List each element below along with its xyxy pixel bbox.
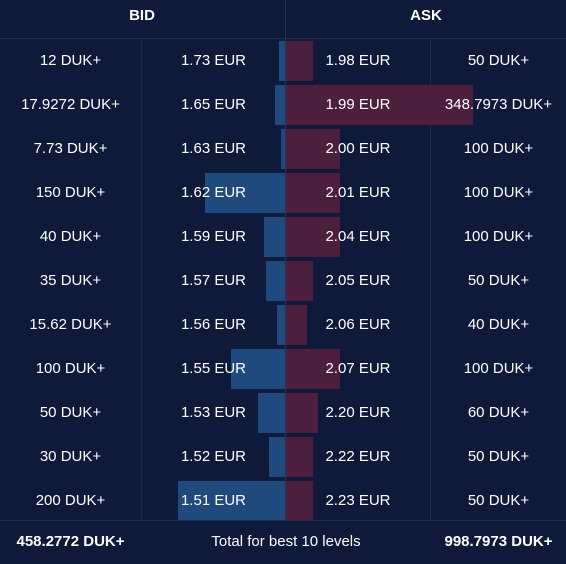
ask-amount: 100 DUK+ bbox=[463, 140, 534, 157]
ask-amount: 50 DUK+ bbox=[467, 272, 530, 289]
ask-amount: 100 DUK+ bbox=[463, 184, 534, 201]
bid-price: 1.55 EUR bbox=[180, 360, 247, 377]
bid-price: 1.53 EUR bbox=[180, 404, 247, 421]
order-row[interactable]: 12 DUK+ 1.73 EUR 1.98 EUR 50 DUK+ bbox=[0, 39, 566, 83]
ask-amount: 50 DUK+ bbox=[467, 448, 530, 465]
bid-depth-bar bbox=[277, 305, 285, 345]
bid-depth-bar bbox=[281, 129, 285, 169]
ask-depth-bar bbox=[286, 437, 313, 477]
ask-depth-bar bbox=[286, 349, 340, 389]
ask-price: 1.98 EUR bbox=[325, 52, 391, 69]
ask-amount: 348.7973 DUK+ bbox=[444, 96, 553, 113]
bid-amount: 17.9272 DUK+ bbox=[21, 96, 120, 113]
order-row[interactable]: 7.73 DUK+ 1.63 EUR 2.00 EUR 100 DUK+ bbox=[0, 127, 566, 171]
center-divider bbox=[285, 0, 286, 520]
bid-price: 1.56 EUR bbox=[180, 316, 247, 333]
ask-depth-bar bbox=[286, 173, 340, 213]
ask-depth-bar bbox=[286, 129, 340, 169]
order-row[interactable]: 200 DUK+ 1.51 EUR 2.23 EUR 50 DUK+ bbox=[0, 479, 566, 523]
bid-depth-bar bbox=[266, 261, 285, 301]
ask-price: 1.99 EUR bbox=[325, 96, 391, 113]
order-row[interactable]: 35 DUK+ 1.57 EUR 2.05 EUR 50 DUK+ bbox=[0, 259, 566, 303]
ask-amount: 50 DUK+ bbox=[467, 492, 530, 509]
bid-depth-bar bbox=[264, 217, 285, 257]
bid-header: BID bbox=[129, 7, 155, 24]
bid-amount: 30 DUK+ bbox=[39, 448, 102, 465]
order-row[interactable]: 30 DUK+ 1.52 EUR 2.22 EUR 50 DUK+ bbox=[0, 435, 566, 479]
header-divider bbox=[0, 38, 566, 39]
bid-column-divider bbox=[141, 38, 142, 520]
order-row[interactable]: 50 DUK+ 1.53 EUR 2.20 EUR 60 DUK+ bbox=[0, 391, 566, 435]
ask-price: 2.06 EUR bbox=[325, 316, 391, 333]
bid-depth-bar bbox=[275, 85, 285, 125]
bid-total: 458.2772 DUK+ bbox=[16, 533, 125, 550]
ask-amount: 100 DUK+ bbox=[463, 228, 534, 245]
ask-depth-bar bbox=[286, 481, 313, 521]
bid-depth-bar bbox=[269, 437, 285, 477]
order-row[interactable]: 150 DUK+ 1.62 EUR 2.01 EUR 100 DUK+ bbox=[0, 171, 566, 215]
ask-amount: 60 DUK+ bbox=[467, 404, 530, 421]
bid-amount: 12 DUK+ bbox=[39, 52, 102, 69]
ask-price: 2.20 EUR bbox=[325, 404, 391, 421]
bid-price: 1.65 EUR bbox=[180, 96, 247, 113]
bid-depth-bar bbox=[279, 41, 285, 81]
order-row[interactable]: 17.9272 DUK+ 1.65 EUR 1.99 EUR 348.7973 DUK… bbox=[0, 83, 566, 127]
bid-price: 1.63 EUR bbox=[180, 140, 247, 157]
totals-footer: 458.2772 DUK+ Total for best 10 levels 9… bbox=[0, 520, 566, 557]
ask-price: 2.01 EUR bbox=[325, 184, 391, 201]
ask-price: 2.05 EUR bbox=[325, 272, 391, 289]
bid-price: 1.57 EUR bbox=[180, 272, 247, 289]
ask-amount: 100 DUK+ bbox=[463, 360, 534, 377]
bid-depth-bar bbox=[258, 393, 285, 433]
order-row[interactable]: 40 DUK+ 1.59 EUR 2.04 EUR 100 DUK+ bbox=[0, 215, 566, 259]
ask-price: 2.22 EUR bbox=[325, 448, 391, 465]
ask-price: 2.04 EUR bbox=[325, 228, 391, 245]
ask-depth-bar bbox=[286, 305, 307, 345]
order-row[interactable]: 15.62 DUK+ 1.56 EUR 2.06 EUR 40 DUK+ bbox=[0, 303, 566, 347]
bid-price: 1.59 EUR bbox=[180, 228, 247, 245]
ask-price: 2.07 EUR bbox=[325, 360, 391, 377]
ask-total: 998.7973 DUK+ bbox=[444, 533, 553, 550]
ask-price: 2.23 EUR bbox=[325, 492, 391, 509]
bid-price: 1.73 EUR bbox=[180, 52, 247, 69]
bid-amount: 40 DUK+ bbox=[39, 228, 102, 245]
ask-price: 2.00 EUR bbox=[325, 140, 391, 157]
ask-depth-bar bbox=[286, 393, 318, 433]
bid-depth-bar bbox=[178, 481, 285, 521]
ask-amount: 50 DUK+ bbox=[467, 52, 530, 69]
ask-depth-bar bbox=[286, 85, 473, 125]
footer-divider bbox=[0, 520, 566, 521]
ask-depth-bar bbox=[286, 261, 313, 301]
ask-depth-bar bbox=[286, 217, 340, 257]
bid-amount: 200 DUK+ bbox=[35, 492, 106, 509]
bid-amount: 15.62 DUK+ bbox=[29, 316, 112, 333]
ask-amount: 40 DUK+ bbox=[467, 316, 530, 333]
bid-amount: 100 DUK+ bbox=[35, 360, 106, 377]
bid-amount: 50 DUK+ bbox=[39, 404, 102, 421]
bid-amount: 150 DUK+ bbox=[35, 184, 106, 201]
ask-depth-bar bbox=[286, 41, 313, 81]
bid-amount: 7.73 DUK+ bbox=[33, 140, 108, 157]
bid-price: 1.52 EUR bbox=[180, 448, 247, 465]
bid-price: 1.51 EUR bbox=[180, 492, 247, 509]
bid-price: 1.62 EUR bbox=[180, 184, 247, 201]
order-row[interactable]: 100 DUK+ 1.55 EUR 2.07 EUR 100 DUK+ bbox=[0, 347, 566, 391]
bid-depth-bar bbox=[205, 173, 285, 213]
bid-depth-bar bbox=[231, 349, 285, 389]
ask-column-divider bbox=[430, 38, 431, 520]
bid-amount: 35 DUK+ bbox=[39, 272, 102, 289]
totals-label: Total for best 10 levels bbox=[211, 533, 361, 550]
ask-header: ASK bbox=[410, 7, 442, 24]
